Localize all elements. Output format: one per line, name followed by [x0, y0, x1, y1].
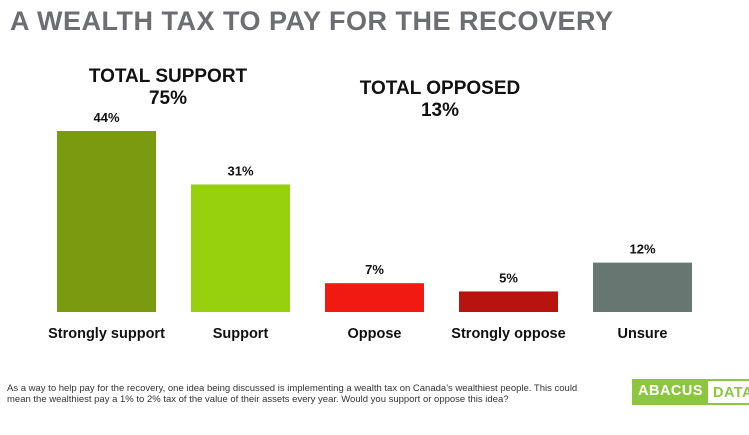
data-label: 31% [227, 163, 253, 178]
data-label: 44% [93, 110, 119, 125]
total-opposed-label: TOTAL OPPOSED [359, 78, 521, 99]
category-label: Support [213, 326, 269, 342]
total-opposed-group: TOTAL OPPOSED 13% [340, 78, 540, 122]
total-opposed-value: 13% [420, 100, 460, 121]
chart-title: A WEALTH TAX TO PAY FOR THE RECOVERY [10, 6, 614, 36]
bar-support [191, 184, 290, 312]
survey-question-footnote: As a way to help pay for the recovery, o… [7, 383, 578, 405]
data-label: 7% [365, 262, 384, 277]
abacus-data-logo: ABACUS DATA [632, 379, 749, 405]
total-support-value: 75% [148, 88, 188, 109]
bar-unsure [593, 262, 692, 312]
category-label: Unsure [618, 326, 668, 342]
data-label: 12% [629, 242, 655, 257]
logo-part-abacus: ABACUS [632, 379, 709, 405]
category-label: Strongly oppose [451, 326, 565, 342]
bar-oppose [325, 283, 424, 312]
bar-strongly-support [57, 131, 156, 312]
total-support-group: TOTAL SUPPORT 75% [68, 66, 268, 110]
total-support-label: TOTAL SUPPORT [88, 66, 248, 87]
category-label: Strongly support [48, 326, 165, 342]
logo-part-data: DATA [708, 379, 749, 405]
category-label: Oppose [348, 326, 402, 342]
bar-strongly-oppose [459, 291, 558, 312]
bar-chart: 44% Strongly support 31% Support 7% Oppose 5% S… [48, 110, 692, 342]
data-label: 5% [499, 270, 518, 285]
